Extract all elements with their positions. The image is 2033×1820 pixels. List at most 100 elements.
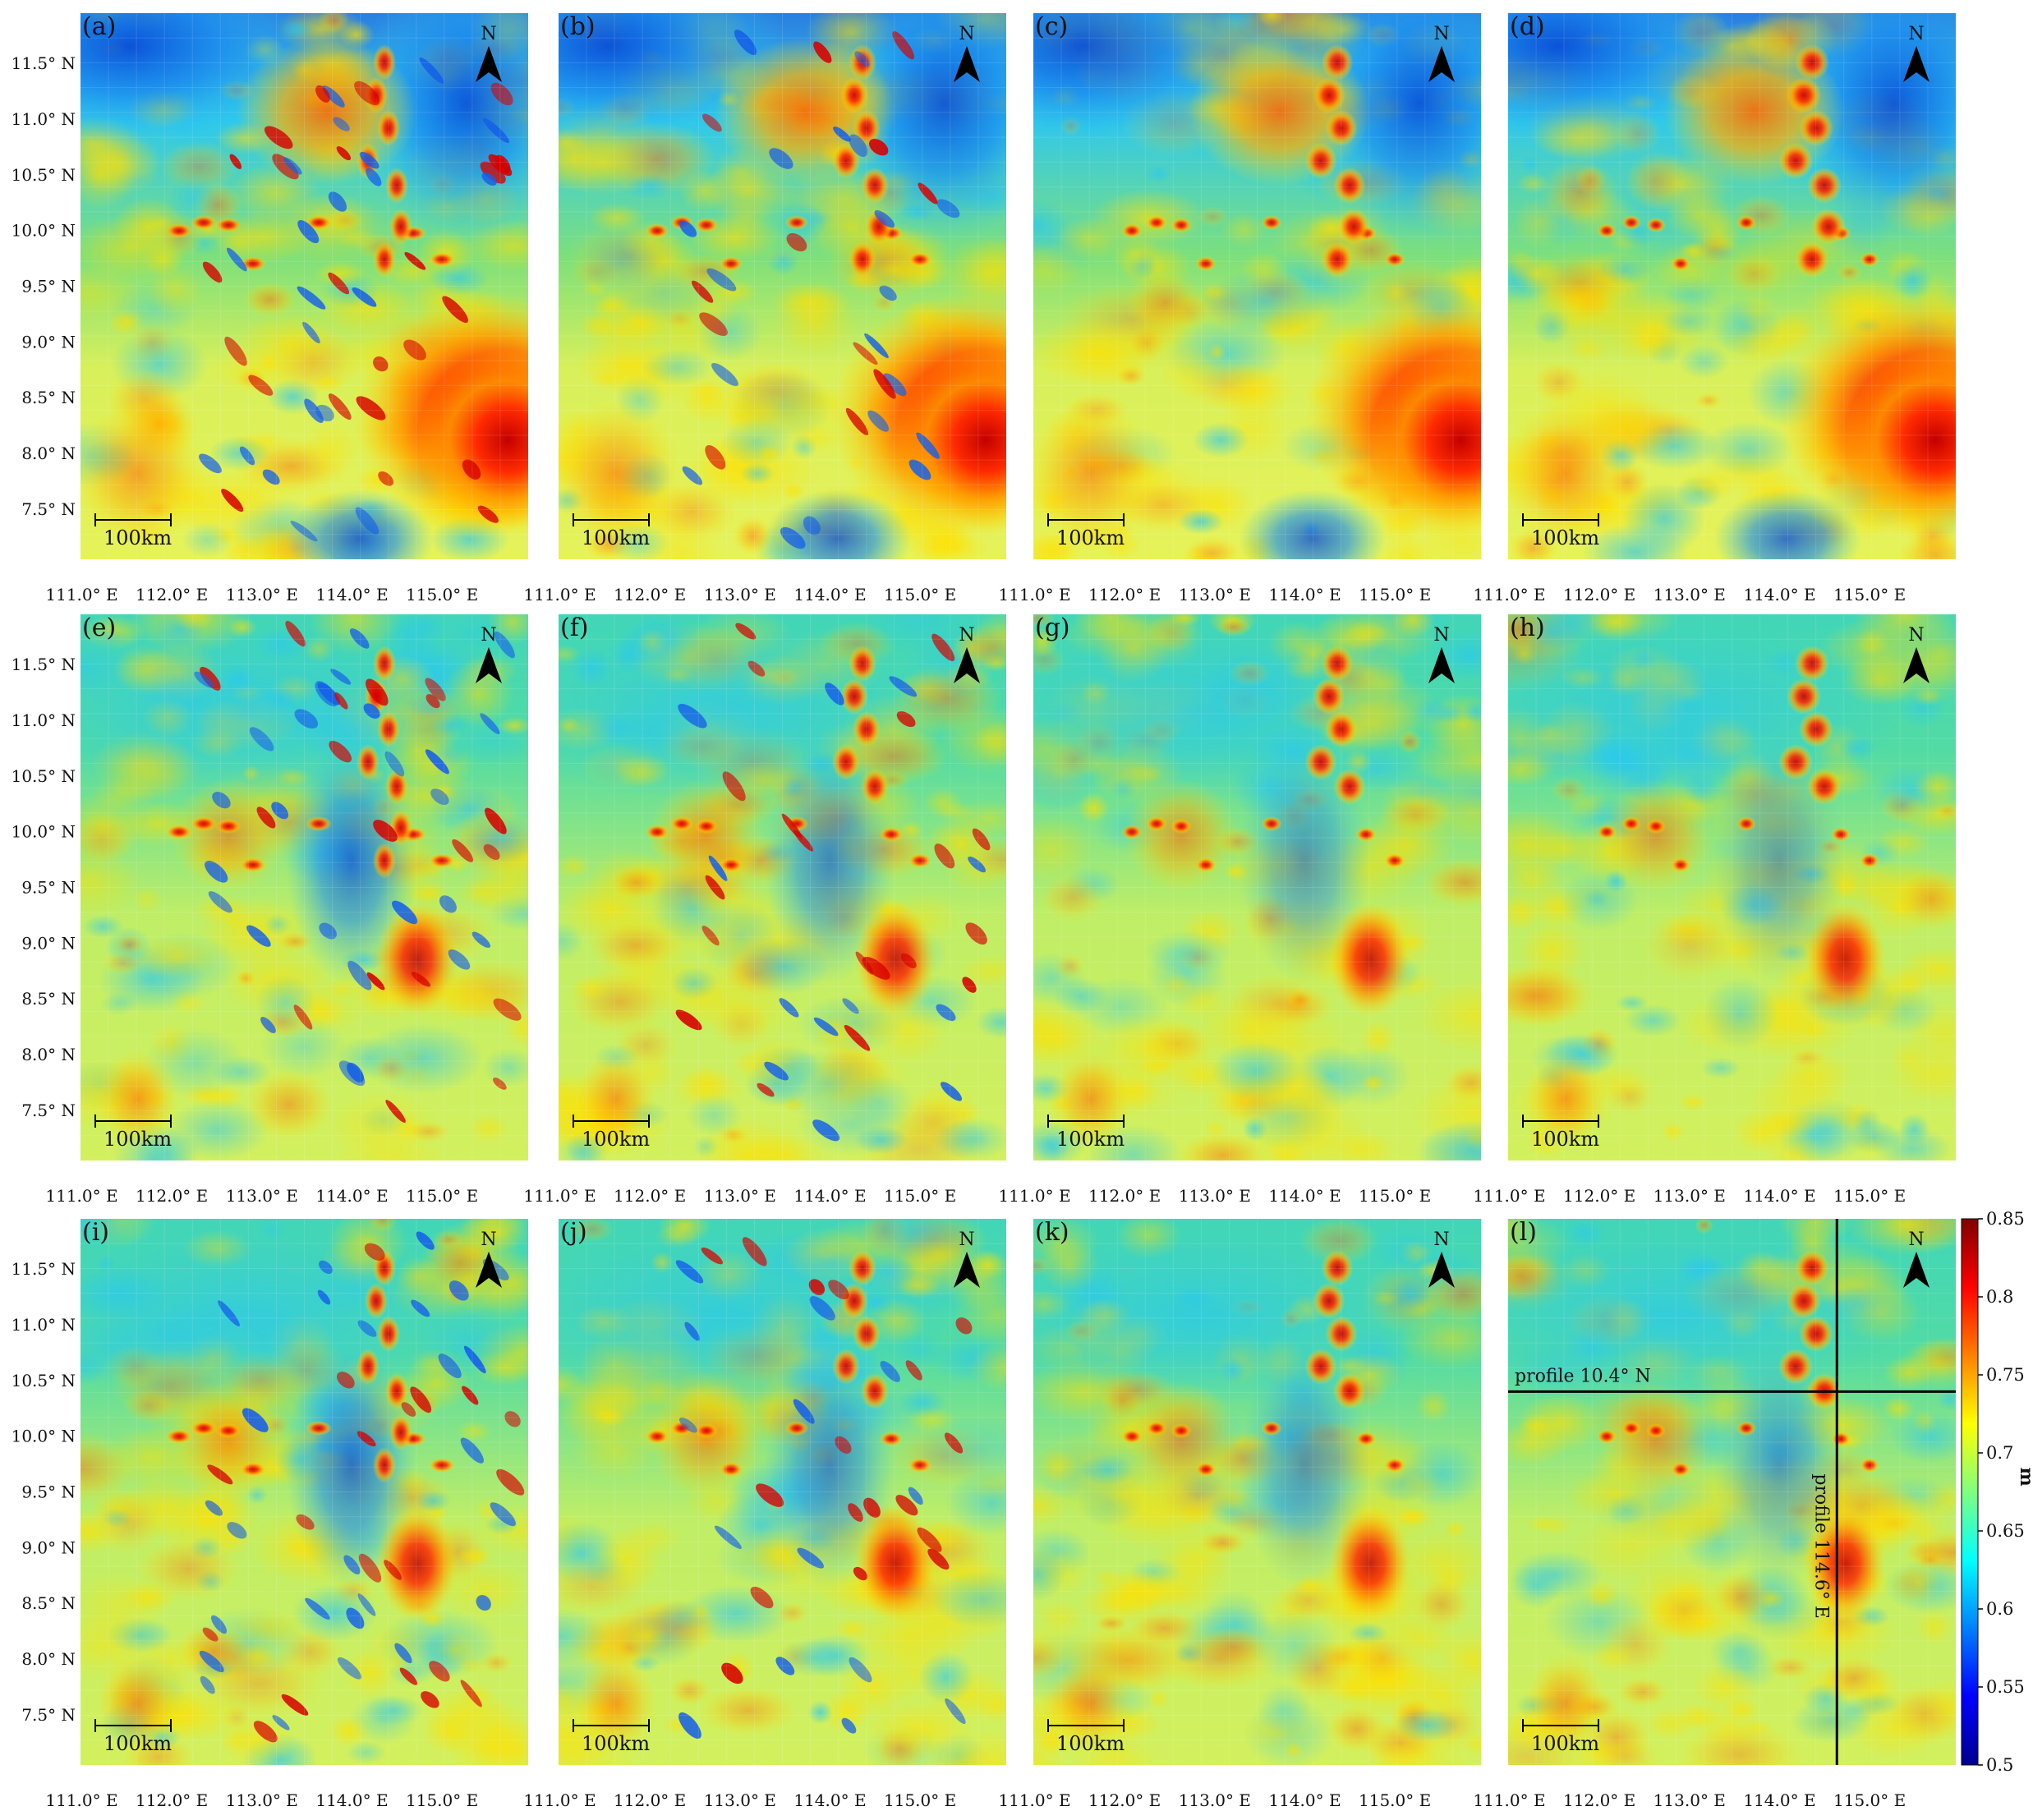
lat-tick-label: 8.0° N [21, 1649, 76, 1669]
map-raster [80, 614, 528, 1160]
lon-tick-label: 113.0° E [1654, 1790, 1726, 1810]
lon-tick-label: 111.0° E [1473, 1790, 1545, 1810]
lon-tick-label: 114.0° E [1743, 1186, 1815, 1206]
map-raster [80, 1219, 528, 1765]
map-raster [1508, 614, 1956, 1160]
scale-bar-label: 100km [1056, 1128, 1125, 1151]
north-arrow-icon: N [1903, 24, 1930, 82]
lon-tick-label: 115.0° E [406, 1186, 478, 1206]
panel-label: (g) [1035, 614, 1070, 642]
north-letter: N [481, 625, 496, 646]
north-letter: N [481, 1229, 496, 1250]
lat-tick-label: 7.5° N [21, 1705, 76, 1725]
lon-tick-label: 115.0° E [1359, 585, 1431, 604]
lon-tick-label: 115.0° E [1833, 585, 1906, 604]
panel-label: (b) [560, 12, 596, 41]
scale-bar: 100km [573, 513, 650, 549]
lon-tick-label: 112.0° E [1088, 1186, 1161, 1206]
lon-tick-label: 115.0° E [1833, 1790, 1906, 1810]
colorbar-tick-label: 0.65 [1986, 1521, 2025, 1541]
lon-tick-label: 112.0° E [1563, 1790, 1635, 1810]
panel-label: (c) [1035, 12, 1068, 41]
map-panel-j: (j) N 100km 111.0° E 112.0° E 113.0° E 114.0° … [523, 1218, 1006, 1810]
lon-tick-label: 111.0° E [998, 1186, 1070, 1206]
north-letter: N [1433, 625, 1449, 646]
lat-tick-label: 8.5° N [21, 989, 76, 1009]
map-panel-a: (a) N 100km 11.5° N 11.0° N 10.5° N 10.0° N 9.5… [11, 12, 528, 604]
north-letter: N [481, 24, 496, 44]
lat-tick-label: 11.0° N [11, 710, 76, 730]
map-panel-h: (h) N 100km 111.0° E 112.0° E 113.0° E 114.0° … [1473, 614, 1956, 1206]
lon-tick-label: 112.0° E [1563, 1186, 1635, 1206]
lon-tick-label: 113.0° E [1179, 1790, 1251, 1810]
lon-tick-label: 114.0° E [1268, 1186, 1341, 1206]
north-letter: N [1908, 625, 1924, 646]
map-raster [1033, 13, 1481, 559]
scale-bar: 100km [573, 1719, 650, 1755]
north-arrow-icon: N [1428, 1229, 1455, 1288]
scale-bar-label: 100km [1056, 526, 1125, 549]
north-arrow-icon: N [954, 1229, 980, 1288]
scale-bar: 100km [1522, 513, 1599, 549]
lon-tick-label: 114.0° E [315, 1186, 388, 1206]
map-panel-f: (f) N 100km 111.0° E 112.0° E 113.0° E 114.0° … [523, 614, 1006, 1206]
lon-tick-label: 113.0° E [704, 585, 776, 604]
lon-tick-label: 114.0° E [1268, 1790, 1341, 1810]
lat-tick-label: 10.0° N [11, 822, 76, 842]
lat-tick-label: 8.0° N [21, 1045, 76, 1064]
lon-tick-label: 111.0° E [45, 1790, 117, 1810]
lon-tick-label: 113.0° E [1654, 585, 1726, 604]
lon-tick-label: 115.0° E [1833, 1186, 1906, 1206]
lon-tick-label: 113.0° E [704, 1186, 776, 1206]
lon-tick-label: 112.0° E [1088, 1790, 1161, 1810]
map-raster [80, 13, 528, 559]
lon-tick-label: 112.0° E [136, 585, 208, 604]
lat-tick-label: 11.5° N [11, 655, 76, 674]
lat-tick-label: 8.5° N [21, 1593, 76, 1613]
north-arrow-icon: N [954, 625, 980, 683]
map-panel-b: (b) N 100km 111.0° E 112.0° E 113.0° E 114.0° … [523, 12, 1006, 604]
lon-tick-label: 115.0° E [884, 585, 956, 604]
lat-tick-label: 9.5° N [21, 878, 76, 898]
panel-label: (j) [560, 1218, 587, 1247]
scale-bar-label: 100km [103, 1128, 172, 1151]
lon-tick-label: 112.0° E [1563, 585, 1635, 604]
lon-tick-label: 111.0° E [523, 1186, 596, 1206]
north-letter: N [959, 625, 974, 646]
profile-label-horizontal: profile 10.4° N [1515, 1366, 1651, 1386]
north-arrow-icon: N [1428, 24, 1455, 82]
lat-tick-label: 7.5° N [21, 1101, 76, 1120]
scale-bar: 100km [1522, 1719, 1599, 1755]
colorbar-tick-label: 0.8 [1986, 1287, 2013, 1307]
lat-tick-label: 8.0° N [21, 444, 76, 463]
lon-tick-label: 114.0° E [1743, 585, 1815, 604]
lon-tick-label: 115.0° E [406, 1790, 478, 1810]
lat-tick-label: 11.0° N [11, 109, 76, 129]
scale-bar: 100km [1522, 1115, 1599, 1151]
lon-tick-label: 111.0° E [523, 585, 596, 604]
map-raster [559, 13, 1006, 559]
scale-bar-label: 100km [1531, 1732, 1599, 1755]
lat-tick-label: 11.5° N [11, 1259, 76, 1279]
map-panel-i: (i) N 100km 11.5° N 11.0° N 10.5° N 10.0° N 9.5… [11, 1218, 528, 1810]
lon-tick-label: 115.0° E [884, 1790, 956, 1810]
colorbar-tick-label: 0.75 [1986, 1365, 2025, 1385]
scale-bar: 100km [94, 1115, 172, 1151]
scale-bar-label: 100km [103, 526, 172, 549]
lon-tick-label: 111.0° E [45, 1186, 117, 1206]
lon-tick-label: 112.0° E [614, 1186, 686, 1206]
lat-tick-label: 9.0° N [21, 332, 76, 352]
lon-tick-label: 113.0° E [226, 585, 298, 604]
lon-tick-label: 114.0° E [1743, 1790, 1815, 1810]
colorbar: 0.85 0.8 0.75 0.7 0.65 0.6 0.55 0.5 m [1961, 1209, 2033, 1775]
north-letter: N [1908, 24, 1924, 44]
panel-label: (a) [82, 12, 116, 41]
lon-tick-label: 112.0° E [614, 585, 686, 604]
panel-label: (h) [1510, 614, 1545, 642]
scale-bar-label: 100km [1056, 1732, 1125, 1755]
colorbar-tick-label: 0.7 [1986, 1443, 2013, 1463]
lon-tick-label: 115.0° E [1359, 1186, 1431, 1206]
lon-tick-label: 112.0° E [136, 1790, 208, 1810]
scale-bar: 100km [1047, 513, 1125, 549]
lon-tick-label: 114.0° E [315, 585, 388, 604]
